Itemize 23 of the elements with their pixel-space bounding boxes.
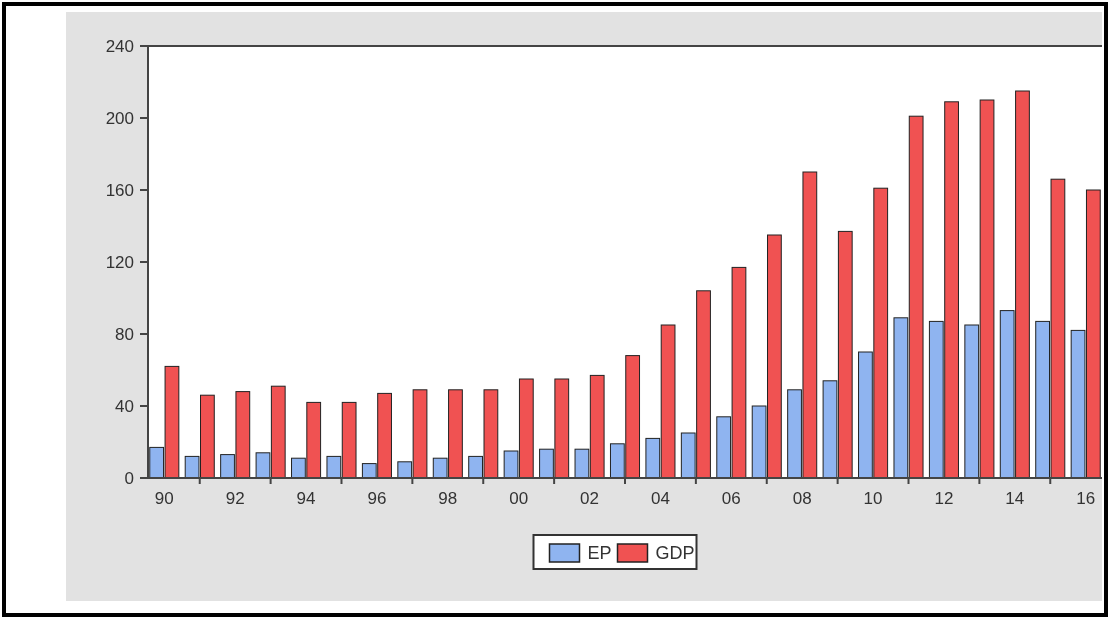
x-tick-label: 90 [154, 489, 174, 508]
y-tick-label: 240 [105, 36, 134, 56]
legend-label: EP [587, 543, 612, 563]
x-tick-label: 96 [367, 489, 387, 508]
x-tick-label: 92 [225, 489, 245, 508]
x-tick-label: 94 [296, 489, 316, 508]
y-tick-label: 200 [105, 108, 134, 128]
x-tick-label: 00 [509, 489, 529, 508]
x-tick-label: 02 [580, 489, 600, 508]
y-tick-label: 120 [105, 252, 134, 272]
x-tick-label: 08 [792, 489, 812, 508]
y-tick-label: 160 [105, 180, 134, 200]
x-tick-label: 98 [438, 489, 458, 508]
x-tick-label: 14 [1005, 489, 1025, 508]
y-tick-label: 0 [124, 468, 134, 488]
x-tick-label: 04 [650, 489, 670, 508]
y-tick-label: 40 [115, 396, 134, 416]
x-tick-label: 16 [1076, 489, 1096, 508]
x-tick-label: 06 [721, 489, 741, 508]
legend-label: GDP [655, 543, 695, 563]
x-tick-label: 12 [934, 489, 954, 508]
y-tick-label: 80 [115, 324, 134, 344]
x-tick-label: 10 [863, 489, 883, 508]
